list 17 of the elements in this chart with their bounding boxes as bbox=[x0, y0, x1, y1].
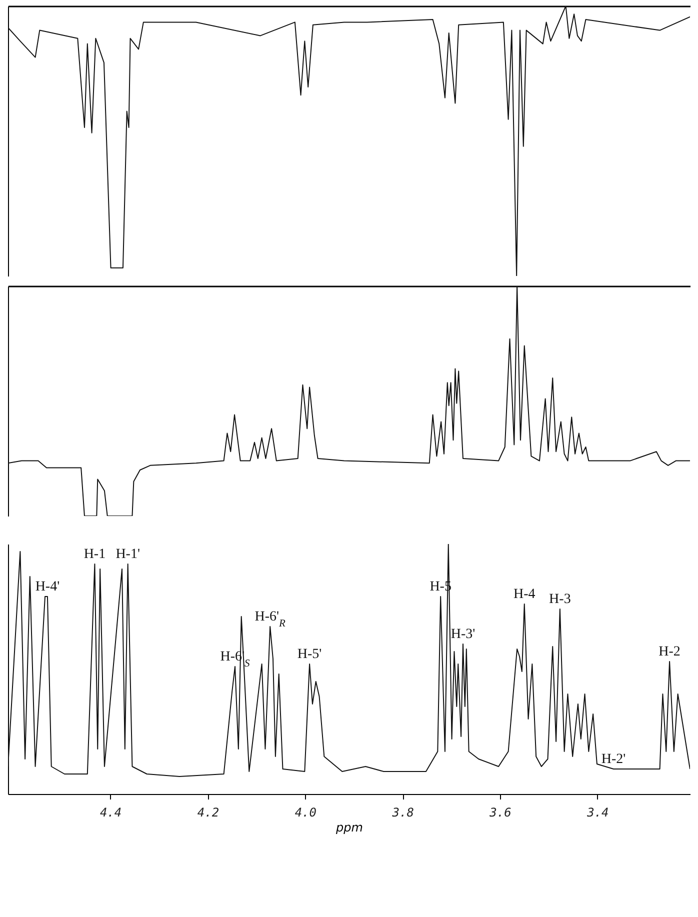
annotation: H-6'$_{R}$ bbox=[254, 610, 286, 629]
annotation: H-1' bbox=[116, 547, 140, 562]
annotation: H-3 bbox=[549, 592, 571, 607]
annotation: H-2' bbox=[601, 752, 626, 767]
x-axis-title: ppm bbox=[335, 820, 363, 834]
annotation: H-4 bbox=[513, 587, 536, 602]
annotation: H-2 bbox=[658, 644, 680, 660]
x-tick-label: 3.6 bbox=[488, 806, 512, 820]
x-tick-label: 4.0 bbox=[294, 806, 316, 820]
annotation: H-1 bbox=[84, 547, 106, 562]
annotation: H-5' bbox=[297, 647, 322, 662]
annotation: H-3' bbox=[450, 627, 476, 642]
x-tick-label: 4.4 bbox=[100, 806, 122, 820]
annotation: H-4' bbox=[35, 580, 60, 594]
x-tick-label: 3.4 bbox=[586, 806, 609, 820]
x-tick-label: 3.8 bbox=[391, 806, 414, 820]
x-tick-label: 4.2 bbox=[197, 806, 220, 820]
